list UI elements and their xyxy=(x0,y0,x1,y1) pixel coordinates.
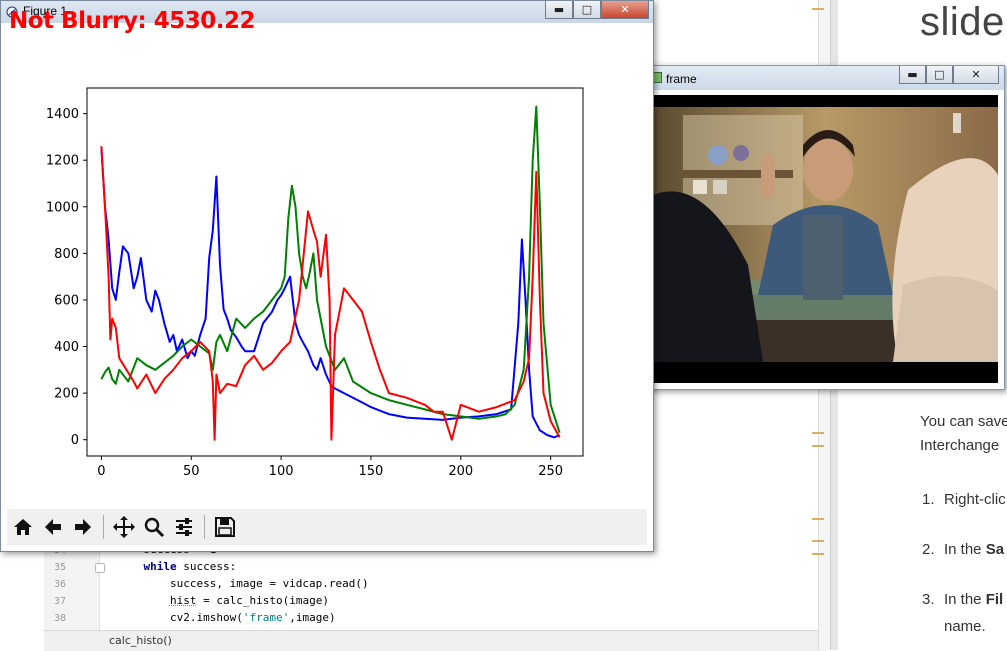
scroll-marker[interactable] xyxy=(812,553,824,555)
frame-window-controls: ▬ □ ✕ xyxy=(899,66,999,84)
docs-paragraph-line: You can save xyxy=(920,413,1007,430)
series-line-2 xyxy=(100,105,561,434)
configure-subplots-button[interactable] xyxy=(170,513,198,541)
matplotlib-icon xyxy=(6,6,18,18)
y-tick-label: 800 xyxy=(54,247,79,262)
toolbar-separator xyxy=(204,515,205,539)
y-tick-label: 200 xyxy=(54,387,79,402)
back-icon xyxy=(45,519,61,535)
docs-title: slide xyxy=(920,0,1005,44)
code-text[interactable]: success, image = vidcap.read() xyxy=(117,577,369,590)
list-text: In the Fil xyxy=(944,591,1004,608)
figure-toolbar xyxy=(7,509,647,545)
figure-titlebar[interactable]: Figure 1 ▬ □ ✕ xyxy=(1,1,653,23)
x-tick-label: 50 xyxy=(183,464,200,479)
list-number: 3. xyxy=(922,591,935,608)
code-text[interactable]: hist = calc_histo(image) xyxy=(169,594,329,607)
series-line-1 xyxy=(100,148,561,439)
y-tick-label: 1400 xyxy=(46,107,79,122)
line-number: 36 xyxy=(53,579,66,590)
save-icon xyxy=(215,517,235,537)
configure-subplots-icon xyxy=(176,518,192,536)
save-button[interactable] xyxy=(211,513,239,541)
forward-icon xyxy=(75,519,91,535)
maximize-button[interactable]: □ xyxy=(573,1,601,19)
line-number: 37 xyxy=(53,596,66,607)
code-line[interactable]: 36 success, image = vidcap.read() xyxy=(44,575,824,592)
back-button[interactable] xyxy=(39,513,67,541)
figure-window-title: Figure 1 xyxy=(23,4,68,18)
y-tick-label: 400 xyxy=(54,340,79,355)
line-number: 35 xyxy=(53,562,66,573)
pan-icon xyxy=(113,516,135,538)
toolbar-separator xyxy=(103,515,104,539)
zoom-icon xyxy=(144,517,165,538)
docs-paragraph: You can save Interchange xyxy=(920,410,1007,458)
docs-list-item: 1. Right-clic xyxy=(922,491,1006,508)
code-text[interactable]: cv2.imshow('frame',image) xyxy=(117,611,336,624)
current-function-label[interactable]: calc_histo() xyxy=(109,634,172,647)
forward-button[interactable] xyxy=(69,513,97,541)
y-tick-label: 1000 xyxy=(46,200,79,215)
scroll-marker[interactable] xyxy=(812,518,824,520)
x-tick-label: 0 xyxy=(97,464,105,479)
list-number: 2. xyxy=(922,541,935,558)
line-number-gutter xyxy=(44,540,100,630)
frame-window-title: frame xyxy=(666,72,697,86)
line-number: 38 xyxy=(53,613,66,624)
scroll-marker[interactable] xyxy=(812,432,824,434)
plot-frame xyxy=(86,87,584,457)
minimize-button[interactable]: ▬ xyxy=(545,1,573,19)
video-frame xyxy=(653,95,998,383)
home-button[interactable] xyxy=(9,513,37,541)
y-tick-label: 1200 xyxy=(46,154,79,169)
y-tick-label: 600 xyxy=(54,293,79,308)
code-text[interactable]: while success: xyxy=(143,560,237,573)
scroll-marker[interactable] xyxy=(812,8,824,10)
list-text: Right-clic xyxy=(944,491,1006,508)
zoom-button[interactable] xyxy=(140,513,168,541)
code-line[interactable]: 37 hist = calc_histo(image) xyxy=(44,592,824,609)
figure-window[interactable]: Figure 1 ▬ □ ✕ 0 50 100 150 200 250 0 200 400 600… xyxy=(0,0,654,552)
x-tick-label: 200 xyxy=(448,464,473,479)
code-line[interactable]: 35 while success: xyxy=(44,558,824,575)
list-text: In the Sa xyxy=(944,541,1005,558)
list-number: 1. xyxy=(922,491,935,508)
maximize-button[interactable]: □ xyxy=(926,66,953,84)
fold-toggle-icon[interactable] xyxy=(95,563,105,573)
pan-button[interactable] xyxy=(110,513,138,541)
figure-window-controls: ▬ □ ✕ xyxy=(545,1,649,19)
y-tick-label: 0 xyxy=(71,433,79,448)
frame-titlebar[interactable]: frame ▬ □ ✕ xyxy=(646,66,1004,90)
home-icon xyxy=(14,519,32,535)
scroll-marker[interactable] xyxy=(812,540,824,542)
code-line[interactable]: 38 cv2.imshow('frame',image) xyxy=(44,609,824,626)
list-text-continued: name. xyxy=(944,618,986,635)
histogram-chart: 0 50 100 150 200 250 0 200 400 600 800 1000 1200 1400 xyxy=(46,87,584,479)
minimize-button[interactable]: ▬ xyxy=(899,66,926,84)
docs-list-item: 2. In the Sa xyxy=(922,541,1004,558)
figure-canvas[interactable]: 0 50 100 150 200 250 0 200 400 600 800 1000 1200 1400 xyxy=(7,31,647,509)
scroll-marker[interactable] xyxy=(812,445,824,447)
video-frame-image xyxy=(653,95,998,383)
docs-list-item: 3. In the Fil name. xyxy=(922,591,1003,635)
x-tick-label: 150 xyxy=(359,464,384,479)
close-button[interactable]: ✕ xyxy=(601,1,649,19)
close-button[interactable]: ✕ xyxy=(953,66,999,84)
blur-score-overlay: Not Blurry: 4530.22 xyxy=(9,8,255,34)
series-line-3 xyxy=(100,146,561,441)
docs-paragraph-line: Interchange xyxy=(920,437,1000,454)
editor-breadcrumb-bar: calc_histo() xyxy=(44,630,826,651)
x-tick-label: 100 xyxy=(269,464,294,479)
frame-window[interactable]: frame ▬ □ ✕ xyxy=(645,65,1005,390)
x-tick-label: 250 xyxy=(538,464,563,479)
